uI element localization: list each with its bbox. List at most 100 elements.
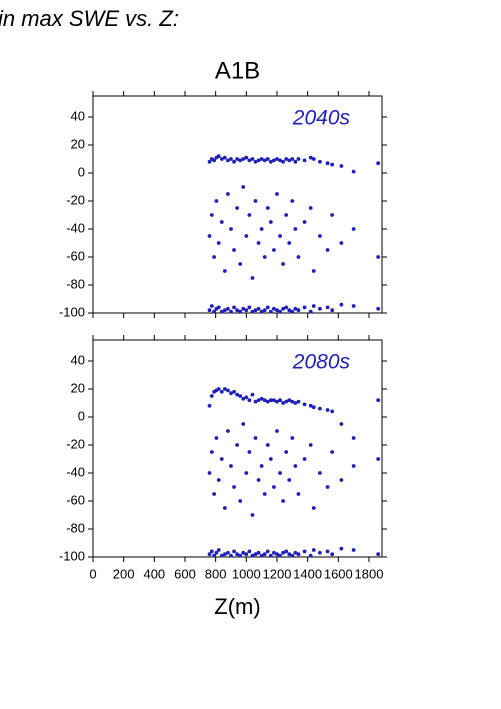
y-tick-label: -20 bbox=[66, 192, 85, 207]
point bbox=[253, 436, 258, 440]
point bbox=[376, 255, 381, 259]
point bbox=[247, 450, 252, 454]
point bbox=[308, 443, 313, 447]
point bbox=[235, 392, 240, 397]
point bbox=[250, 309, 255, 314]
point bbox=[290, 309, 295, 314]
point bbox=[281, 550, 286, 555]
y-tick-label: -60 bbox=[66, 248, 85, 263]
point bbox=[311, 548, 316, 552]
point bbox=[226, 158, 230, 163]
point bbox=[235, 443, 240, 447]
point bbox=[219, 157, 224, 161]
point bbox=[256, 398, 261, 403]
point bbox=[302, 402, 307, 407]
point bbox=[284, 399, 289, 404]
point bbox=[216, 305, 221, 310]
point bbox=[219, 220, 224, 224]
point bbox=[226, 192, 230, 196]
point bbox=[272, 550, 276, 555]
point bbox=[244, 471, 249, 475]
point bbox=[325, 408, 330, 412]
point bbox=[296, 308, 301, 313]
point bbox=[209, 304, 214, 308]
point bbox=[287, 308, 292, 313]
x-tick-label: 1800 bbox=[355, 566, 384, 581]
point bbox=[247, 549, 252, 554]
point bbox=[287, 398, 292, 403]
y-tick-label: 20 bbox=[71, 136, 85, 151]
point bbox=[207, 308, 212, 313]
point bbox=[318, 471, 322, 475]
point bbox=[311, 405, 316, 410]
point bbox=[325, 161, 330, 166]
point bbox=[330, 162, 335, 167]
point bbox=[281, 159, 286, 164]
point bbox=[268, 398, 273, 403]
point bbox=[339, 164, 344, 168]
point bbox=[207, 471, 212, 475]
point bbox=[284, 157, 289, 161]
y-tick-label: -40 bbox=[66, 464, 85, 479]
point bbox=[241, 550, 246, 555]
point bbox=[253, 159, 258, 164]
point bbox=[278, 234, 282, 238]
point bbox=[226, 550, 230, 555]
point bbox=[256, 306, 261, 311]
point bbox=[278, 309, 282, 314]
point bbox=[284, 213, 289, 217]
point bbox=[265, 399, 270, 404]
point bbox=[229, 464, 233, 468]
point bbox=[281, 401, 286, 405]
x-tick-label: 0 bbox=[89, 566, 96, 581]
point bbox=[216, 478, 221, 482]
point bbox=[284, 549, 289, 554]
point bbox=[259, 396, 264, 401]
point bbox=[311, 304, 316, 308]
point bbox=[262, 492, 267, 496]
point bbox=[241, 157, 246, 161]
point bbox=[330, 213, 335, 217]
point bbox=[293, 464, 298, 468]
point bbox=[253, 552, 258, 557]
point bbox=[216, 387, 221, 391]
point bbox=[244, 552, 249, 557]
y-tick-label: 40 bbox=[71, 108, 85, 123]
point bbox=[325, 485, 330, 489]
point bbox=[216, 241, 221, 245]
point bbox=[265, 305, 270, 310]
point bbox=[259, 309, 264, 314]
point bbox=[256, 478, 261, 482]
point bbox=[318, 406, 322, 411]
y-tick-label: -100 bbox=[59, 548, 85, 563]
point bbox=[293, 401, 298, 405]
point bbox=[351, 227, 356, 231]
point bbox=[296, 255, 301, 259]
point bbox=[244, 395, 249, 400]
point bbox=[219, 309, 224, 314]
panel-annotation: 2080s bbox=[292, 351, 351, 374]
y-tick-label: -60 bbox=[66, 492, 85, 507]
page-title: in max SWE vs. Z: bbox=[0, 6, 179, 31]
point bbox=[293, 159, 298, 164]
point bbox=[262, 158, 267, 163]
point bbox=[238, 158, 243, 163]
point bbox=[232, 389, 236, 394]
point bbox=[214, 199, 219, 203]
point bbox=[259, 464, 264, 468]
point bbox=[235, 206, 240, 210]
point bbox=[238, 499, 243, 503]
point bbox=[376, 552, 381, 557]
point bbox=[311, 269, 316, 273]
point bbox=[302, 457, 307, 461]
point bbox=[376, 398, 381, 403]
point bbox=[339, 302, 344, 307]
point bbox=[278, 471, 282, 475]
point bbox=[238, 262, 243, 266]
point bbox=[229, 227, 233, 231]
point bbox=[247, 158, 252, 163]
point bbox=[311, 157, 316, 161]
point bbox=[238, 394, 243, 398]
plot-frame bbox=[92, 339, 383, 558]
